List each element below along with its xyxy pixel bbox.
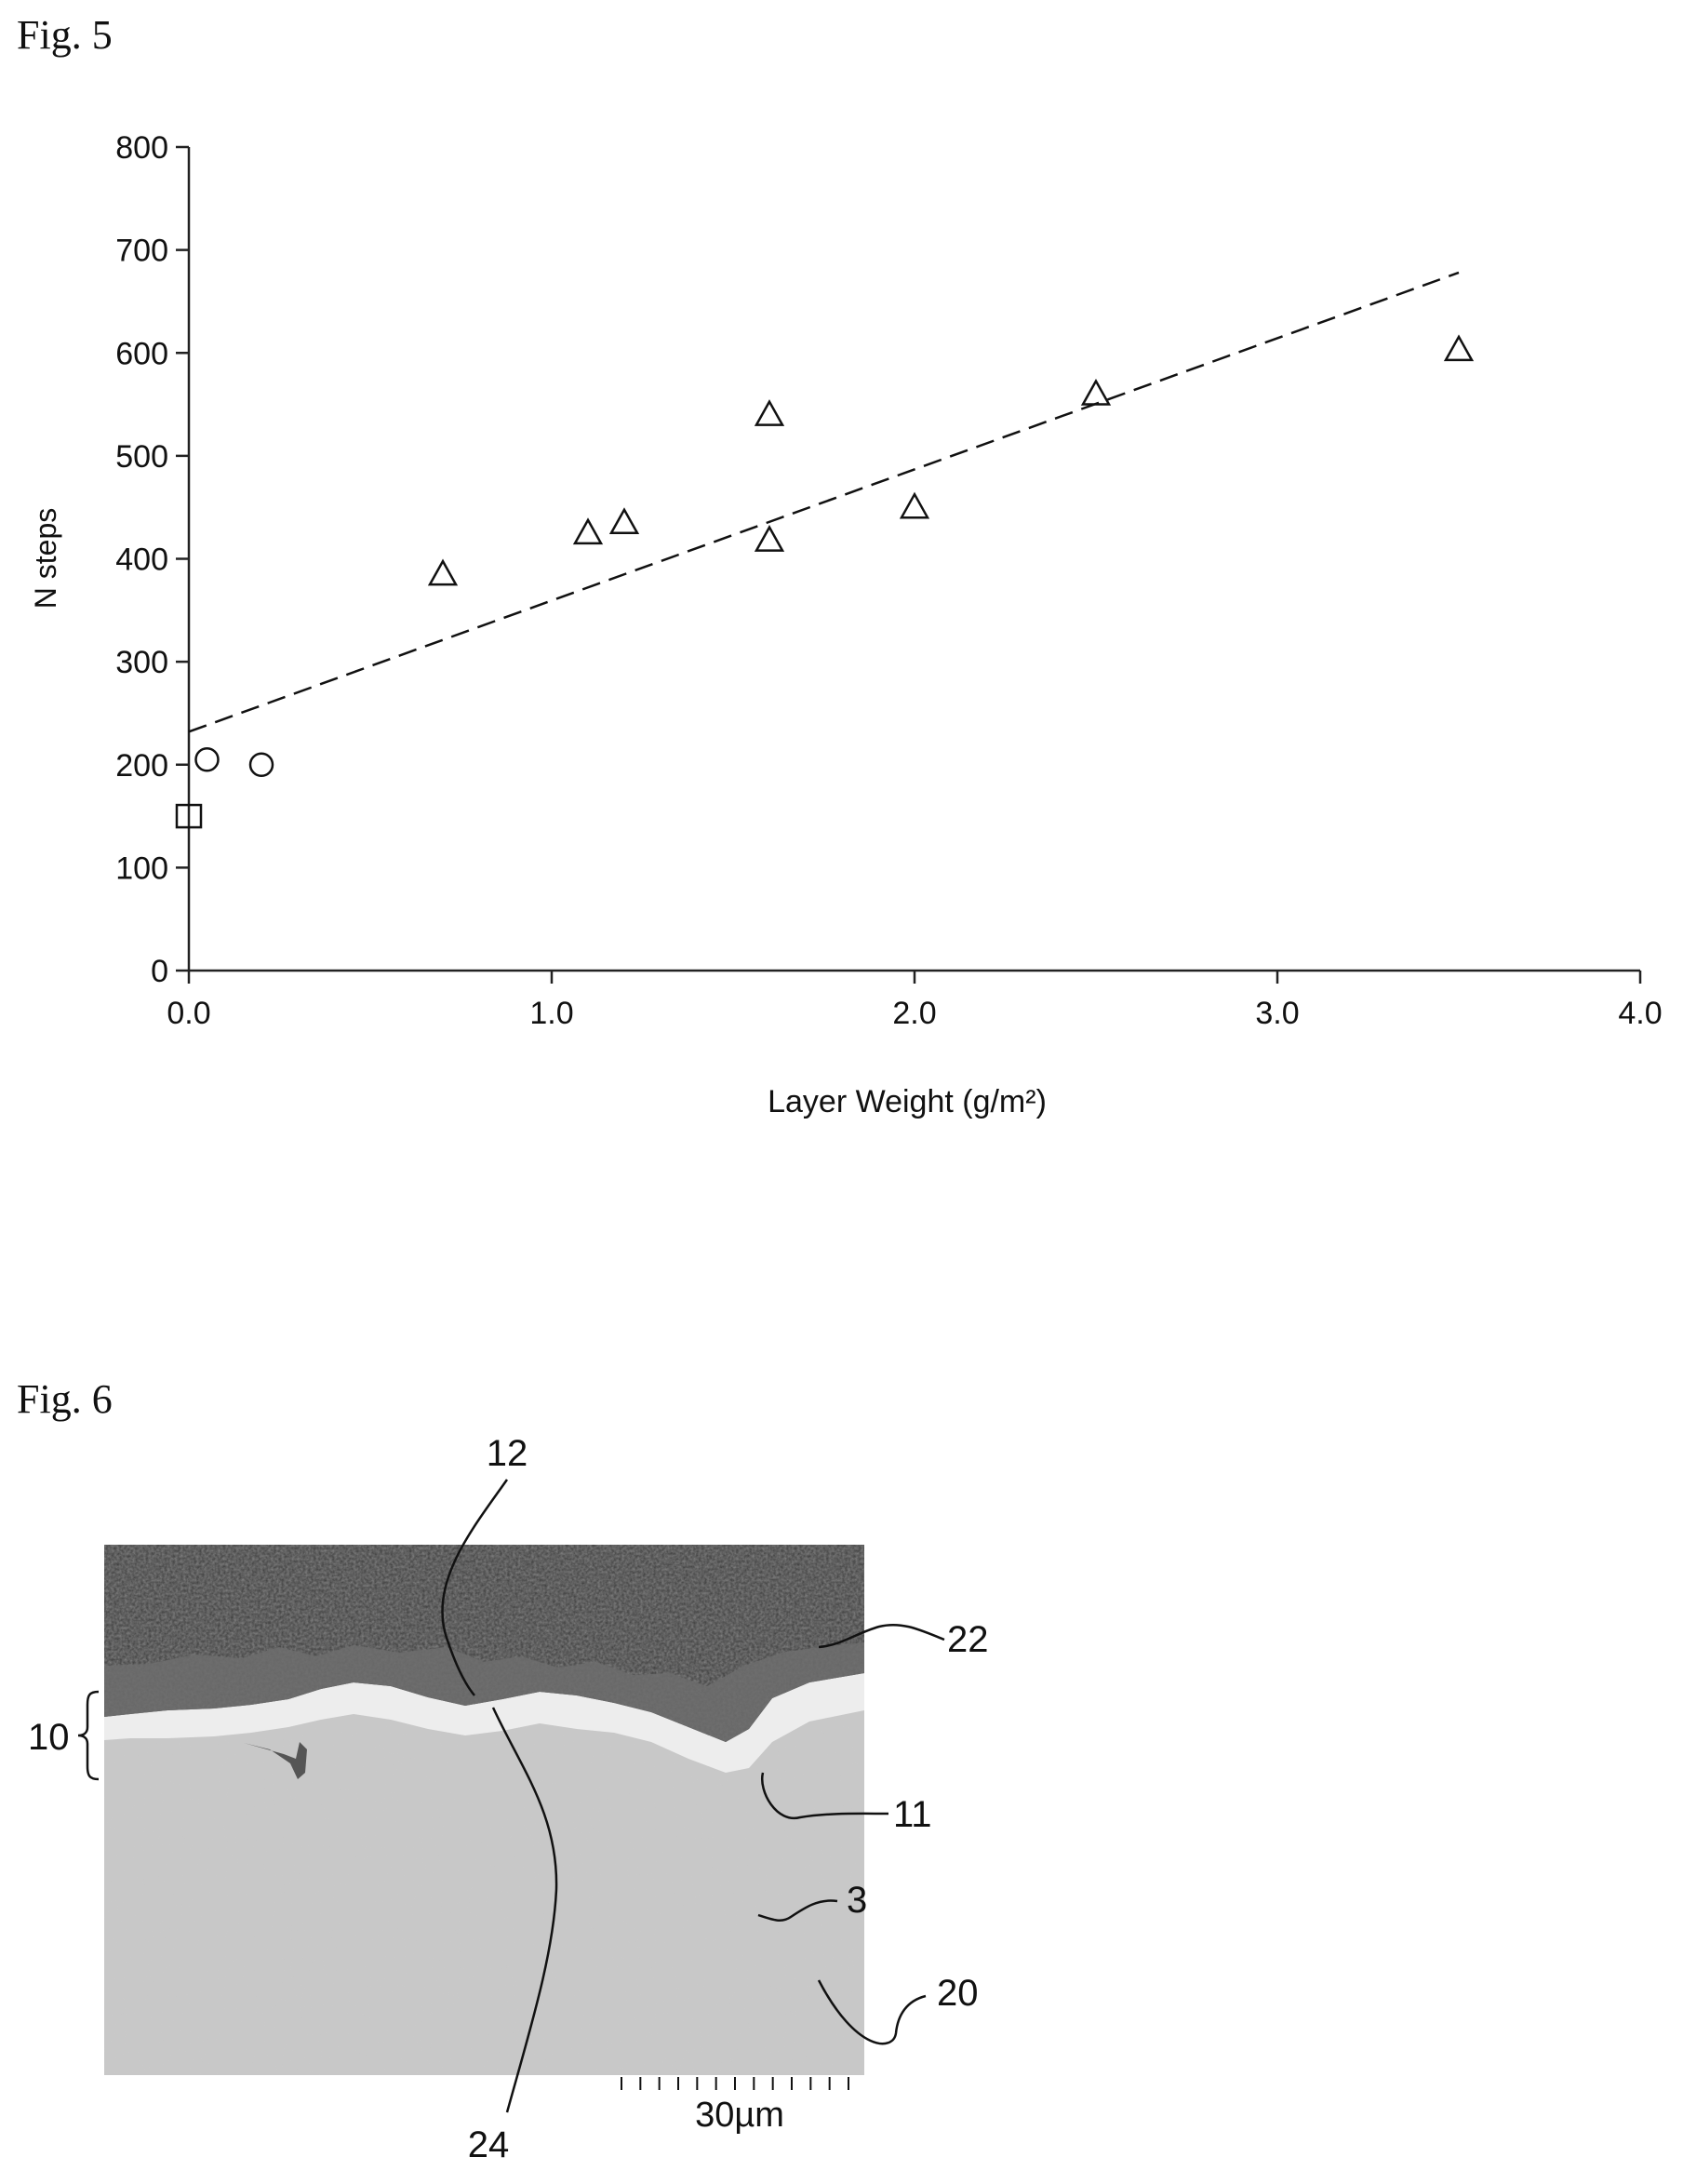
y-tick-label: 100	[115, 851, 168, 886]
leader-11	[760, 1772, 889, 1820]
label-12: 12	[487, 1433, 528, 1474]
y-tick-label: 500	[115, 439, 168, 475]
leader-lines	[77, 1479, 945, 2113]
y-tick-label: 400	[115, 543, 168, 578]
y-tick-label: 700	[115, 234, 168, 269]
y-tick-label: 200	[115, 748, 168, 784]
y-ticks: 0 100 200 300 400 500 600 700 800	[115, 130, 189, 989]
label-20: 20	[937, 1973, 979, 2014]
fig5-label: Fig. 5	[17, 12, 113, 58]
x-tick-label: 2.0	[892, 996, 936, 1031]
y-tick-label: 800	[115, 130, 168, 166]
leader-20	[817, 1979, 927, 2045]
label-24: 24	[468, 2124, 510, 2165]
label-22: 22	[947, 1619, 989, 1660]
label-3: 3	[847, 1880, 867, 1921]
x-tick-label: 4.0	[1618, 996, 1662, 1031]
label-11: 11	[893, 1794, 932, 1835]
y-tick-label: 300	[115, 645, 168, 680]
x-axis-label: Layer Weight (g/m²)	[768, 1084, 1047, 1119]
point-triangle	[572, 517, 604, 545]
point-triangle	[754, 399, 785, 426]
leader-24	[491, 1707, 558, 2113]
y-axis-label: N steps	[29, 508, 62, 609]
scale-bar-ticks	[621, 2077, 849, 2090]
point-triangle	[899, 491, 930, 519]
bracket-10	[77, 1690, 100, 1781]
trendline-dashed	[188, 271, 1460, 733]
label-10: 10	[28, 1717, 70, 1758]
point-triangle	[754, 525, 785, 552]
y-tick-label: 0	[151, 954, 168, 989]
x-tick-label: 0.0	[167, 996, 210, 1031]
fig5-chart: 0 100 200 300 400 500 600 700 800 0.0 1.0 2.0 3.0 4.…	[29, 130, 1663, 1119]
leader-12	[441, 1479, 509, 1696]
x-tick-label: 1.0	[529, 996, 573, 1031]
fig6-label: Fig. 6	[17, 1376, 113, 1422]
point-triangle	[427, 558, 459, 586]
data-points	[175, 334, 1475, 829]
leader-22	[818, 1623, 945, 1649]
trendline	[188, 271, 1460, 733]
point-square	[175, 803, 203, 829]
x-tick-label: 3.0	[1255, 996, 1299, 1031]
point-circle	[248, 752, 274, 777]
point-triangle	[1080, 378, 1112, 406]
point-circle	[194, 746, 220, 772]
x-ticks: 0.0 1.0 2.0 3.0 4.0	[167, 971, 1663, 1031]
leader-3	[757, 1899, 838, 1923]
point-triangle	[608, 507, 640, 535]
point-triangle	[1443, 334, 1475, 362]
micrograph-image	[104, 1545, 864, 2075]
scale-bar-label: 30µm	[695, 2096, 784, 2135]
y-tick-label: 600	[115, 336, 168, 371]
